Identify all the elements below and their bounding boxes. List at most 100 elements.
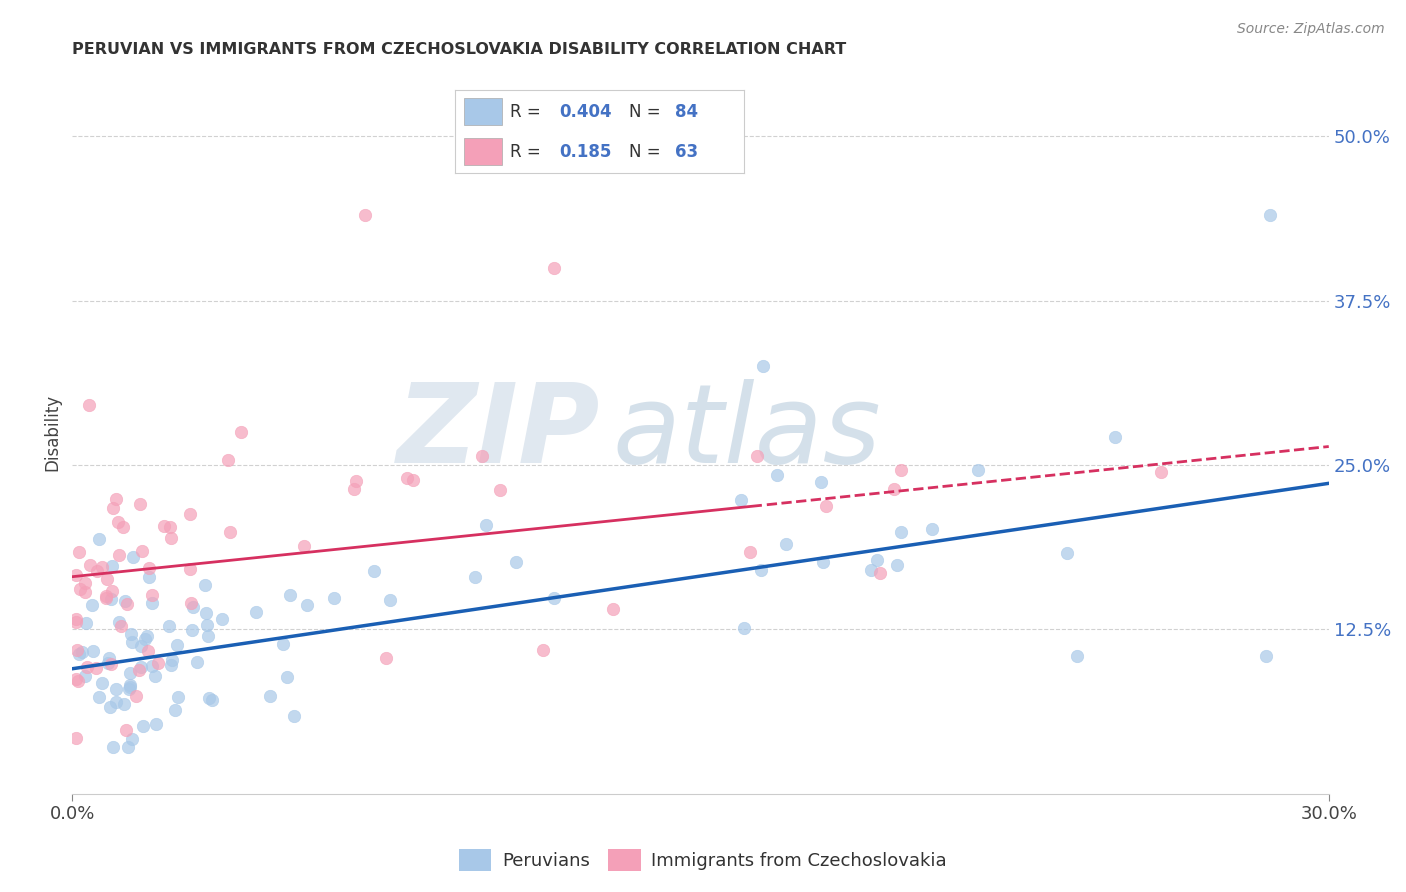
- Point: [280, 588, 302, 602]
- Point: [198, 690, 221, 705]
- Point: [396, 471, 419, 485]
- Point: [181, 600, 204, 615]
- Point: [259, 689, 281, 703]
- Point: [271, 637, 294, 651]
- Y-axis label: Disability: Disability: [44, 393, 60, 471]
- Point: [141, 596, 163, 610]
- Point: [128, 663, 150, 677]
- Point: [117, 740, 139, 755]
- Point: [145, 716, 167, 731]
- Point: [489, 483, 512, 497]
- Point: [378, 593, 401, 607]
- Point: [77, 398, 100, 412]
- Point: [292, 539, 315, 553]
- Point: [107, 548, 129, 562]
- Point: [82, 644, 104, 658]
- Point: [125, 689, 148, 703]
- Point: [136, 629, 159, 643]
- Point: [121, 634, 143, 648]
- Point: [101, 740, 124, 755]
- Point: [105, 695, 128, 709]
- Point: [136, 644, 159, 658]
- Point: [218, 524, 240, 539]
- Point: [813, 555, 835, 569]
- Point: [866, 552, 889, 566]
- Point: [96, 656, 118, 670]
- Point: [402, 473, 425, 487]
- Point: [166, 690, 188, 704]
- Point: [118, 678, 141, 692]
- Point: [131, 543, 153, 558]
- Point: [810, 475, 832, 489]
- Point: [114, 723, 136, 737]
- Point: [121, 550, 143, 565]
- Point: [111, 520, 134, 534]
- Point: [211, 612, 233, 626]
- Point: [738, 544, 761, 558]
- Point: [201, 693, 224, 707]
- Point: [118, 681, 141, 696]
- Point: [75, 576, 97, 591]
- Point: [1104, 430, 1126, 444]
- Point: [89, 690, 111, 704]
- Point: [75, 668, 97, 682]
- Text: atlas: atlas: [613, 378, 882, 485]
- Point: [464, 570, 486, 584]
- Point: [101, 584, 124, 599]
- Point: [121, 732, 143, 747]
- Point: [471, 449, 494, 463]
- Legend: Peruvians, Immigrants from Czechoslovakia: Peruvians, Immigrants from Czechoslovaki…: [451, 842, 955, 879]
- Point: [815, 499, 838, 513]
- Point: [166, 638, 188, 652]
- Point: [103, 501, 125, 516]
- Point: [745, 449, 768, 463]
- Point: [105, 682, 128, 697]
- Point: [245, 605, 267, 619]
- Point: [91, 676, 114, 690]
- Point: [1254, 648, 1277, 663]
- Point: [69, 582, 91, 597]
- Point: [120, 666, 142, 681]
- Text: ZIP: ZIP: [396, 378, 600, 485]
- Point: [65, 568, 87, 582]
- Point: [105, 491, 128, 506]
- Point: [67, 545, 90, 559]
- Point: [765, 468, 787, 483]
- Point: [375, 651, 398, 665]
- Point: [65, 612, 87, 626]
- Point: [344, 474, 367, 488]
- Point: [1150, 465, 1173, 479]
- Point: [132, 718, 155, 732]
- Point: [143, 669, 166, 683]
- Point: [295, 598, 318, 612]
- Point: [75, 615, 97, 630]
- Point: [120, 627, 142, 641]
- Point: [1066, 648, 1088, 663]
- Point: [229, 425, 252, 440]
- Point: [890, 463, 912, 477]
- Point: [86, 564, 108, 578]
- Point: [217, 453, 239, 467]
- Point: [1258, 208, 1281, 222]
- Point: [163, 703, 186, 717]
- Point: [100, 657, 122, 672]
- Point: [195, 617, 218, 632]
- Point: [131, 640, 153, 654]
- Point: [108, 615, 131, 630]
- Point: [543, 591, 565, 605]
- Point: [65, 615, 87, 629]
- Point: [751, 563, 773, 577]
- Point: [96, 572, 118, 586]
- Point: [98, 700, 121, 714]
- Point: [96, 590, 118, 604]
- Point: [1056, 546, 1078, 560]
- Point: [860, 563, 883, 577]
- Point: [543, 260, 565, 275]
- Point: [157, 619, 180, 633]
- Point: [94, 591, 117, 605]
- Point: [181, 623, 204, 637]
- Point: [153, 519, 176, 533]
- Point: [733, 621, 755, 635]
- Point: [101, 559, 124, 574]
- Text: PERUVIAN VS IMMIGRANTS FROM CZECHOSLOVAKIA DISABILITY CORRELATION CHART: PERUVIAN VS IMMIGRANTS FROM CZECHOSLOVAK…: [72, 42, 846, 57]
